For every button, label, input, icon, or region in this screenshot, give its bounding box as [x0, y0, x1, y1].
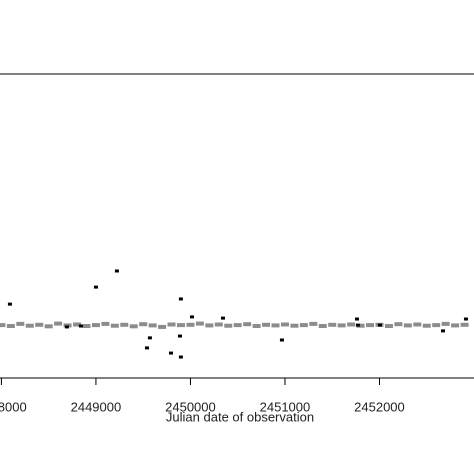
data-point	[110, 323, 119, 328]
data-point	[189, 315, 194, 319]
data-point	[354, 317, 359, 321]
data-point	[93, 285, 98, 289]
x-tick-label: 2449000	[71, 399, 122, 414]
data-point	[271, 323, 280, 328]
data-point	[177, 334, 182, 338]
data-point	[16, 321, 25, 326]
data-point	[176, 323, 185, 328]
data-point	[205, 323, 214, 328]
data-point	[394, 322, 403, 327]
data-point	[243, 322, 252, 327]
data-point	[440, 329, 445, 333]
data-point	[178, 355, 183, 359]
data-point	[186, 322, 195, 327]
data-point	[178, 297, 183, 301]
x-tick-label: 2450000	[165, 399, 216, 414]
data-point	[460, 322, 469, 327]
data-point	[403, 323, 412, 328]
data-point	[262, 322, 271, 327]
data-point	[233, 323, 242, 328]
data-point	[422, 323, 431, 328]
data-point	[280, 322, 289, 327]
x-axis-label: Julian date of observation	[166, 409, 314, 424]
data-point	[54, 321, 63, 326]
data-point	[318, 324, 327, 329]
data-point	[413, 322, 422, 327]
data-point	[147, 336, 152, 340]
data-point	[158, 324, 167, 329]
data-point	[63, 323, 72, 328]
data-point	[441, 321, 450, 326]
data-point	[195, 321, 204, 326]
data-point	[168, 351, 173, 355]
data-point	[64, 325, 69, 329]
data-point	[290, 323, 299, 328]
data-point	[91, 323, 100, 328]
data-point	[279, 338, 284, 342]
data-point	[167, 322, 176, 327]
data-point	[355, 323, 360, 327]
data-point	[224, 323, 233, 328]
data-point	[129, 324, 138, 329]
data-point	[120, 322, 129, 327]
data-point	[73, 322, 82, 327]
data-point	[25, 323, 34, 328]
data-point	[114, 269, 119, 273]
data-point	[463, 317, 468, 321]
data-point	[252, 324, 261, 329]
data-point	[328, 322, 337, 327]
data-point	[220, 316, 225, 320]
data-point	[432, 323, 441, 328]
data-point	[148, 323, 157, 328]
data-point	[309, 321, 318, 326]
data-point	[451, 323, 460, 328]
data-point	[356, 323, 365, 328]
data-point	[384, 324, 393, 329]
x-tick-label: 2451000	[260, 399, 311, 414]
data-point	[44, 324, 53, 329]
data-point	[82, 324, 91, 329]
data-point	[347, 322, 356, 327]
data-point	[377, 323, 382, 327]
data-point	[35, 322, 44, 327]
data-point	[299, 323, 308, 328]
data-point	[78, 324, 83, 328]
data-point	[6, 324, 15, 329]
x-tick-label: 2452000	[354, 399, 405, 414]
x-tick-label: 2448000	[0, 399, 27, 414]
data-point	[144, 346, 149, 350]
data-point	[0, 323, 6, 328]
data-point	[366, 323, 375, 328]
data-point	[139, 322, 148, 327]
data-point	[337, 323, 346, 328]
data-point	[101, 321, 110, 326]
data-point	[214, 322, 223, 327]
data-point	[7, 302, 12, 306]
